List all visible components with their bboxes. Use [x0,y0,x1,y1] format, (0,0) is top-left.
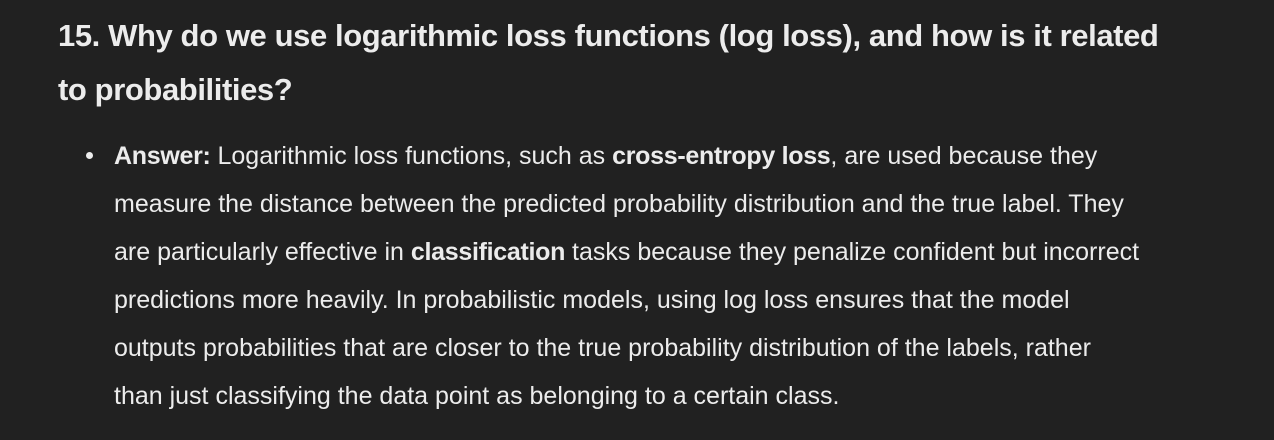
answer-text-1b: , are used because they [830,142,1098,170]
term-cross-entropy: cross-entropy loss [612,142,831,170]
answer-label: Answer: [114,142,211,170]
answer-text-1a: Logarithmic loss functions, such as [210,142,613,170]
answer-line-1: Answer: Logarithmic loss functions, such… [114,132,1264,180]
bullet-icon [86,152,93,159]
answer-line-3: are particularly effective in classifica… [114,228,1264,276]
answer-paragraph: Answer: Logarithmic loss functions, such… [114,132,1264,420]
answer-line-6: than just classifying the data point as … [114,382,840,410]
heading-line-2: to probabilities? [58,72,293,107]
answer-line-4: predictions more heavily. In probabilist… [114,286,1070,314]
answer-line-2: measure the distance between the predict… [114,190,1124,218]
answer-text-3a: are particularly effective in [114,238,411,266]
heading-line-1: 15. Why do we use logarithmic loss funct… [58,18,1159,53]
question-heading: 15. Why do we use logarithmic loss funct… [58,9,1274,117]
answer-text-3b: tasks because they penalize confident bu… [565,238,1140,266]
term-classification: classification [410,238,566,266]
answer-line-5: outputs probabilities that are closer to… [114,334,1091,362]
